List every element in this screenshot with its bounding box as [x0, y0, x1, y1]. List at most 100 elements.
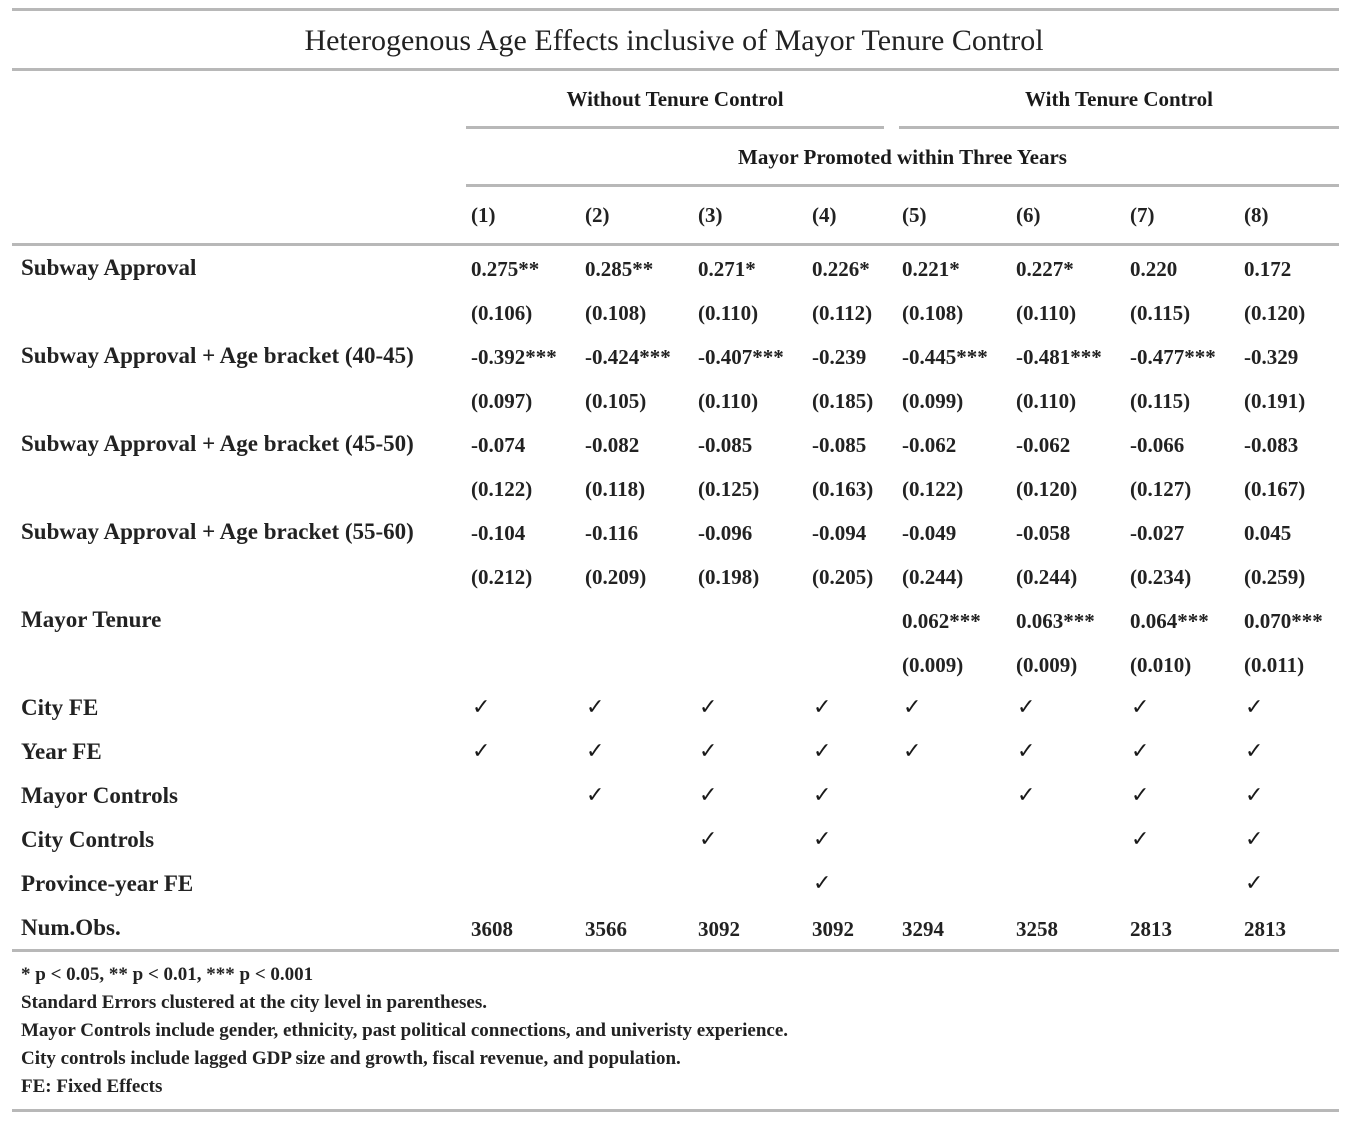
std-error-cell: (0.009)	[1016, 653, 1078, 677]
indicator-label: City Controls	[21, 827, 155, 852]
coefficient-cell: -0.329	[1244, 345, 1299, 369]
group-header-with-tenure: With Tenure Control	[1025, 87, 1213, 111]
std-error-cell: (0.244)	[902, 565, 964, 589]
std-error-cell: (0.105)	[585, 389, 647, 413]
coefficient-cell: -0.062	[902, 433, 957, 457]
coefficient-cell: 0.063***	[1016, 609, 1095, 633]
coefficient-cell: -0.116	[585, 521, 639, 545]
footnote-line: Mayor Controls include gender, ethnicity…	[21, 1020, 789, 1041]
group-rule-right	[899, 126, 1339, 129]
column-header: (5)	[902, 203, 927, 227]
std-error-cell: (0.110)	[1016, 389, 1077, 413]
std-error-cell: (0.163)	[812, 477, 874, 501]
num-obs-cell: 3608	[471, 917, 513, 941]
row-label: Subway Approval	[21, 255, 197, 280]
row-label: Mayor Tenure	[21, 607, 162, 632]
std-error-cell: (0.110)	[1016, 301, 1077, 325]
check-mark-icon: ✓	[1245, 871, 1264, 896]
check-mark-icon: ✓	[813, 871, 832, 896]
std-error-cell: (0.244)	[1016, 565, 1078, 589]
std-error-cell: (0.120)	[1016, 477, 1078, 501]
coefficient-cell: -0.085	[698, 433, 753, 457]
std-error-cell: (0.125)	[698, 477, 760, 501]
num-obs-cell: 2813	[1244, 917, 1286, 941]
num-obs-label: Num.Obs.	[21, 915, 121, 940]
std-error-cell: (0.115)	[1130, 301, 1191, 325]
check-mark-icon: ✓	[699, 695, 718, 720]
coefficient-cell: 0.285**	[585, 257, 654, 281]
std-error-cell: (0.010)	[1130, 653, 1192, 677]
check-mark-icon: ✓	[1131, 783, 1150, 808]
coefficient-cell: 0.045	[1244, 521, 1292, 545]
std-error-cell: (0.209)	[585, 565, 647, 589]
footnote-line: * p < 0.05, ** p < 0.01, *** p < 0.001	[21, 964, 314, 985]
coefficient-cell: 0.271*	[698, 257, 756, 281]
check-mark-icon: ✓	[1245, 739, 1264, 764]
coefficient-cell: -0.074	[471, 433, 526, 457]
coefficient-cell: 0.226*	[812, 257, 870, 281]
check-mark-icon: ✓	[813, 827, 832, 852]
num-obs-cell: 2813	[1130, 917, 1172, 941]
std-error-cell: (0.205)	[812, 565, 874, 589]
coefficient-cell: 0.227*	[1016, 257, 1074, 281]
std-error-cell: (0.122)	[471, 477, 533, 501]
group-header-without-tenure: Without Tenure Control	[566, 87, 784, 111]
check-mark-icon: ✓	[699, 783, 718, 808]
coefficient-cell: 0.220	[1130, 257, 1178, 281]
std-error-cell: (0.127)	[1130, 477, 1192, 501]
std-error-cell: (0.118)	[585, 477, 646, 501]
row-label: Subway Approval + Age bracket (40-45)	[21, 343, 414, 368]
check-mark-icon: ✓	[813, 695, 832, 720]
std-error-cell: (0.011)	[1244, 653, 1305, 677]
coefficient-cell: -0.424***	[585, 345, 671, 369]
check-mark-icon: ✓	[472, 739, 491, 764]
std-error-cell: (0.108)	[902, 301, 964, 325]
check-mark-icon: ✓	[1017, 739, 1036, 764]
check-mark-icon: ✓	[699, 827, 718, 852]
coefficient-cell: -0.062	[1016, 433, 1071, 457]
std-error-cell: (0.120)	[1244, 301, 1306, 325]
column-header: (4)	[812, 203, 837, 227]
check-mark-icon: ✓	[1245, 695, 1264, 720]
coefficient-cell: -0.027	[1130, 521, 1185, 545]
std-error-cell: (0.212)	[471, 565, 533, 589]
coefficient-cell: -0.104	[471, 521, 526, 545]
coefficient-cell: -0.049	[902, 521, 957, 545]
check-mark-icon: ✓	[472, 695, 491, 720]
coefficient-cell: -0.481***	[1016, 345, 1102, 369]
check-mark-icon: ✓	[586, 739, 605, 764]
indicator-label: Mayor Controls	[21, 783, 178, 808]
coefficient-cell: -0.085	[812, 433, 867, 457]
check-mark-icon: ✓	[699, 739, 718, 764]
coefficient-cell: -0.094	[812, 521, 867, 545]
coefficient-cell: -0.445***	[902, 345, 988, 369]
check-mark-icon: ✓	[586, 783, 605, 808]
std-error-cell: (0.185)	[812, 389, 874, 413]
column-header: (7)	[1130, 203, 1155, 227]
check-mark-icon: ✓	[903, 695, 922, 720]
std-error-cell: (0.122)	[902, 477, 964, 501]
coefficient-cell: -0.096	[698, 521, 753, 545]
check-mark-icon: ✓	[1017, 783, 1036, 808]
coefficient-cell: 0.070***	[1244, 609, 1323, 633]
check-mark-icon: ✓	[1017, 695, 1036, 720]
std-error-cell: (0.259)	[1244, 565, 1306, 589]
std-error-cell: (0.009)	[902, 653, 964, 677]
footnote-line: City controls include lagged GDP size an…	[21, 1048, 681, 1069]
std-error-cell: (0.115)	[1130, 389, 1191, 413]
coefficient-cell: -0.407***	[698, 345, 784, 369]
num-obs-cell: 3092	[812, 917, 854, 941]
check-mark-icon: ✓	[1131, 695, 1150, 720]
std-error-cell: (0.112)	[812, 301, 873, 325]
coefficient-cell: -0.239	[812, 345, 867, 369]
coefficient-cell: -0.066	[1130, 433, 1185, 457]
std-error-cell: (0.110)	[698, 389, 759, 413]
column-header: (2)	[585, 203, 610, 227]
std-error-cell: (0.099)	[902, 389, 964, 413]
row-label: Subway Approval + Age bracket (55-60)	[21, 519, 414, 544]
std-error-cell: (0.110)	[698, 301, 759, 325]
num-obs-cell: 3566	[585, 917, 627, 941]
column-header: (8)	[1244, 203, 1269, 227]
coefficient-cell: -0.392***	[471, 345, 557, 369]
std-error-cell: (0.167)	[1244, 477, 1306, 501]
